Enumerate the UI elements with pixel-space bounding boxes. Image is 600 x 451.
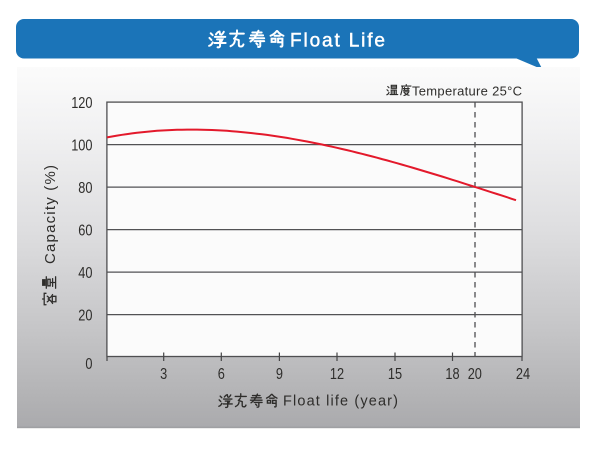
- svg-text:Temperature 25°C: Temperature 25°C: [412, 84, 522, 99]
- svg-text:12: 12: [330, 366, 344, 383]
- svg-text:60: 60: [78, 222, 92, 239]
- svg-text:20: 20: [468, 366, 482, 383]
- svg-text:Float Life: Float Life: [290, 31, 385, 52]
- svg-text:18: 18: [445, 366, 459, 383]
- svg-text:24: 24: [516, 366, 530, 383]
- svg-text:80: 80: [78, 180, 92, 197]
- svg-text:6: 6: [218, 366, 225, 383]
- svg-text:20: 20: [78, 307, 92, 324]
- svg-text:Float life (year): Float life (year): [283, 394, 398, 410]
- svg-text:40: 40: [78, 265, 92, 282]
- svg-text:3: 3: [160, 366, 167, 383]
- svg-text:120: 120: [71, 95, 92, 112]
- svg-text:9: 9: [276, 366, 283, 383]
- svg-text:Capacity (%): Capacity (%): [42, 165, 59, 264]
- svg-text:100: 100: [71, 137, 92, 154]
- svg-text:0: 0: [85, 356, 92, 373]
- svg-text:15: 15: [388, 366, 402, 383]
